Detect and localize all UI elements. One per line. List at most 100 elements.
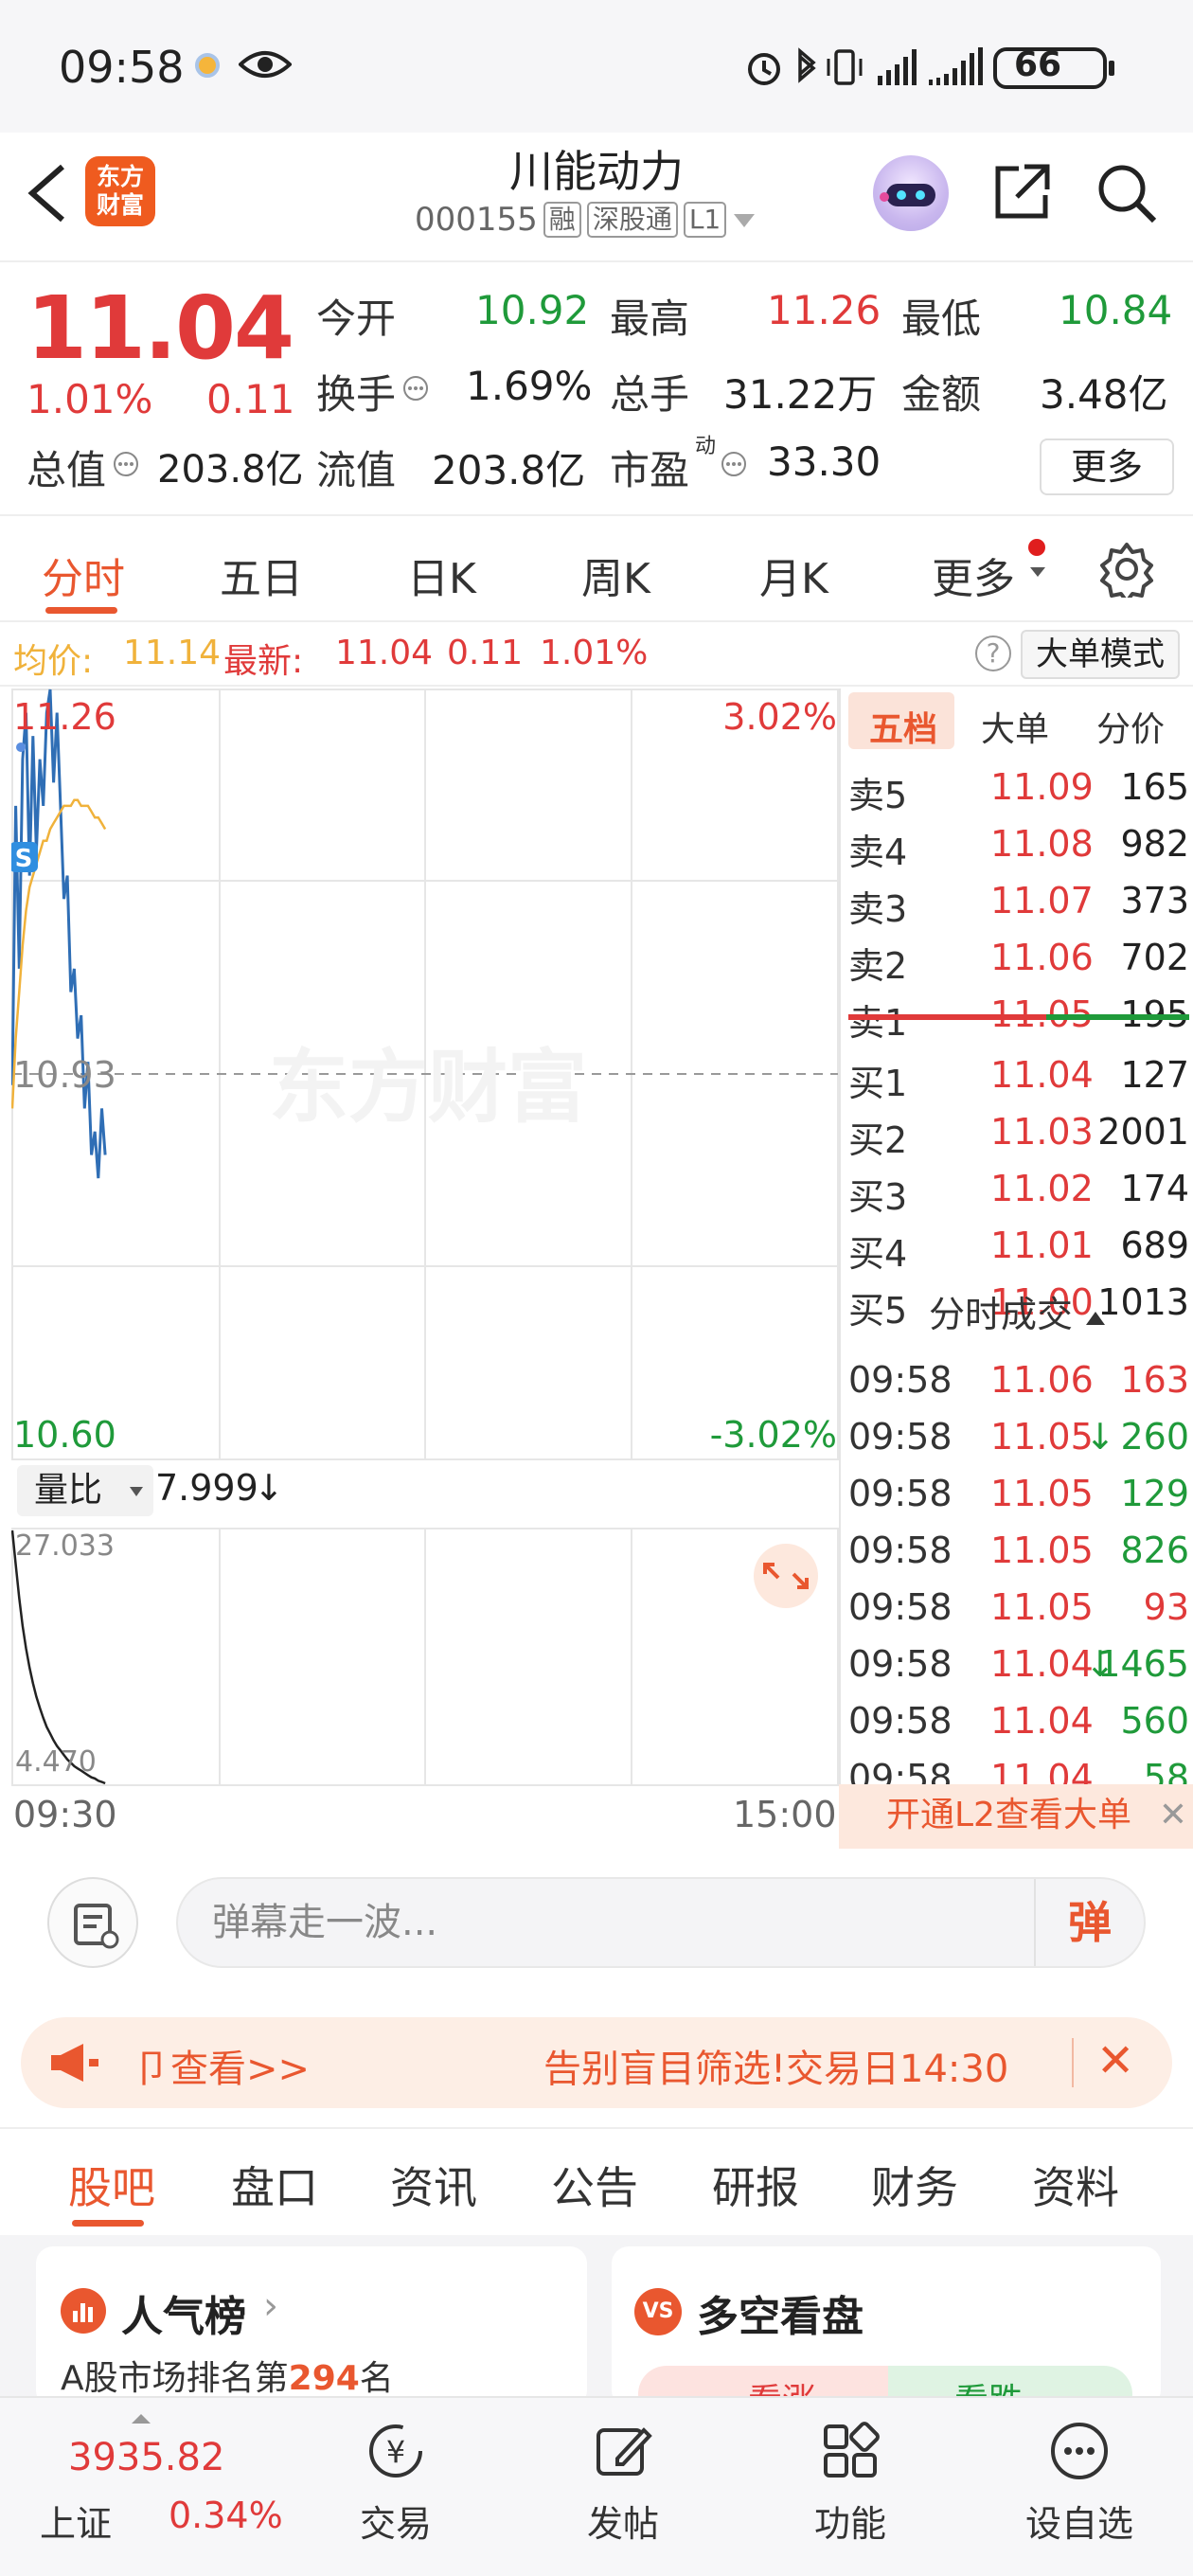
tab-intraday[interactable]: 分时	[42, 555, 125, 603]
vs-icon: VS	[634, 2288, 682, 2335]
ask-row: 卖4 11.08 982	[848, 823, 1189, 873]
danmu-settings-icon[interactable]	[47, 1877, 138, 1968]
promo-banner[interactable]: 卩查看>> 告别盲目筛选!交易日14:30 ✕	[21, 2017, 1172, 2108]
tab-announcements[interactable]: 公告	[551, 2162, 638, 2213]
tab-monthly-k[interactable]: 月K	[759, 555, 828, 603]
ask-label: 卖3	[848, 888, 908, 930]
popularity-card[interactable]: 人气榜 › A股市场排名第294名	[36, 2246, 587, 2407]
svg-text:S: S	[15, 845, 33, 873]
tab-research[interactable]: 研报	[712, 2162, 799, 2213]
tick-price: 11.05	[990, 1530, 1094, 1571]
nav-functions[interactable]: 功能	[756, 2417, 945, 2547]
info-icon[interactable]	[112, 450, 140, 478]
bid-price: 11.01	[990, 1225, 1094, 1266]
ob-tab-five-levels[interactable]: 五档	[869, 710, 938, 749]
bid-price: 11.02	[990, 1168, 1094, 1209]
help-icon[interactable]: ?	[975, 635, 1011, 671]
stat-turnover-value: 1.69%	[466, 363, 593, 409]
chevron-right-icon: ›	[263, 2284, 278, 2328]
back-icon[interactable]	[21, 159, 74, 227]
intraday-info-bar: 均价: 11.14 最新: 11.04 0.11 1.01% ? 大单模式	[0, 622, 1193, 687]
ob-tab-price-dist[interactable]: 分价	[1096, 710, 1166, 749]
danmu-send-button[interactable]: 弹	[1034, 1879, 1144, 1966]
info-icon[interactable]	[720, 450, 748, 478]
ai-assistant-icon[interactable]	[873, 155, 949, 231]
big-order-mode-button[interactable]: 大单模式	[1021, 630, 1180, 679]
nav-trade[interactable]: ¥ 交易	[301, 2417, 490, 2547]
nav-post[interactable]: 发帖	[528, 2417, 718, 2547]
bid-volume: 689	[1120, 1225, 1189, 1266]
index-ticker[interactable]: 3935.82 上证 0.34%	[19, 2407, 284, 2568]
bid-row: 买3 11.02 174	[848, 1168, 1189, 1218]
danmu-input[interactable]: 弹幕走一波... 弹	[176, 1877, 1146, 1968]
ask-volume: 165	[1120, 766, 1189, 808]
svg-text:¥: ¥	[386, 2434, 405, 2470]
price-marker-dot	[16, 742, 26, 752]
caret-up-icon	[1086, 1312, 1106, 1325]
pct-top-label: 3.02%	[722, 696, 837, 738]
nav-post-label: 发帖	[586, 2503, 659, 2545]
chart-grid	[11, 689, 839, 1786]
volume-ratio-selector[interactable]: 量比	[17, 1465, 153, 1516]
ask-price: 11.07	[990, 880, 1094, 921]
app-logo[interactable]: 东方财富	[85, 156, 155, 226]
status-bar: 09:58 66	[0, 0, 1193, 133]
tab-news[interactable]: 资讯	[390, 2162, 477, 2213]
tag-connect: 深股通	[586, 202, 678, 238]
tick-row: 09:58 11.04 ↓ 1465	[848, 1643, 1189, 1692]
bid-volume: 2001	[1097, 1111, 1189, 1153]
tag-level[interactable]: L1	[683, 202, 727, 238]
l2-upgrade-banner[interactable]: 开通L2查看大单 ✕	[839, 1784, 1193, 1849]
more-stats-button[interactable]: 更多	[1040, 438, 1174, 495]
tick-row: 09:58 11.05 129	[848, 1473, 1189, 1522]
grid-icon	[824, 2422, 880, 2478]
chevron-down-icon	[130, 1487, 143, 1496]
search-icon[interactable]	[1095, 161, 1159, 225]
tick-time: 09:58	[848, 1586, 953, 1628]
tick-trades-title[interactable]: 分时成交	[841, 1285, 1193, 1337]
expand-icon[interactable]	[754, 1544, 818, 1608]
down-arrow-icon: ↓	[254, 1467, 284, 1509]
bull-bear-card[interactable]: VS 多空看盘 看涨 看跌	[612, 2246, 1161, 2423]
ask-volume: 702	[1120, 937, 1189, 978]
tick-row: 09:58 11.04 560	[848, 1700, 1189, 1749]
vr-top-label: 27.033	[15, 1530, 115, 1563]
nav-watchlist[interactable]: 设自选	[985, 2417, 1174, 2547]
danmu-bar: 弹幕走一波... 弹	[0, 1849, 1193, 1991]
tab-financials[interactable]: 财务	[871, 2162, 958, 2213]
close-icon[interactable]: ✕	[1158, 1796, 1187, 1834]
gear-icon[interactable]	[1098, 541, 1155, 598]
bull-bear-title: 多空看盘	[697, 2293, 864, 2341]
tab-more[interactable]: 更多	[932, 555, 1015, 603]
tab-weekly-k[interactable]: 周K	[581, 555, 650, 603]
stat-high-label: 最高	[610, 295, 690, 342]
banner-right-text: 告别盲目筛选!交易日14:30	[543, 2048, 1009, 2091]
ask-row: 卖5 11.09 165	[848, 766, 1189, 816]
tab-daily-k[interactable]: 日K	[407, 555, 476, 603]
feature-cards: 人气榜 › A股市场排名第294名 VS 多空看盘 看涨 看跌	[0, 2235, 1193, 2423]
ask-price: 11.06	[990, 937, 1094, 978]
tab-profile[interactable]: 资料	[1032, 2162, 1119, 2213]
order-book: 五档 大单 分价 卖5 11.09 165 卖4 11.08 982 卖3 11.07 373 卖…	[839, 689, 1193, 1855]
change-amount: 0.11	[206, 376, 295, 422]
tick-time: 09:58	[848, 1416, 953, 1458]
tick-volume: 1465	[1097, 1643, 1189, 1685]
close-icon[interactable]: ✕	[1096, 2034, 1135, 2087]
tab-five-day[interactable]: 五日	[220, 555, 303, 603]
y-top-label: 11.26	[13, 696, 116, 738]
ob-tab-big-orders[interactable]: 大单	[981, 710, 1050, 749]
danmu-button-label: 弹	[1068, 1897, 1112, 1948]
intraday-chart[interactable]: 东方财富 S 11.26 10.93 10.60 3.02% -3.02% 量比…	[11, 689, 839, 1849]
tab-forum[interactable]: 股吧	[68, 2162, 155, 2213]
nav-functions-label: 功能	[813, 2503, 886, 2545]
info-icon[interactable]	[401, 374, 430, 402]
stock-name: 川能动力	[509, 146, 684, 197]
tick-direction-icon: ↓	[1085, 1643, 1115, 1685]
signal-s-icon[interactable]: S	[11, 842, 38, 873]
y-bottom-label: 10.60	[13, 1414, 116, 1456]
ask-price: 11.09	[990, 766, 1094, 808]
share-icon[interactable]	[990, 161, 1053, 224]
dropdown-icon[interactable]	[732, 210, 757, 229]
chevron-down-icon[interactable]	[1028, 565, 1047, 579]
tab-orderbook[interactable]: 盘口	[231, 2162, 318, 2213]
